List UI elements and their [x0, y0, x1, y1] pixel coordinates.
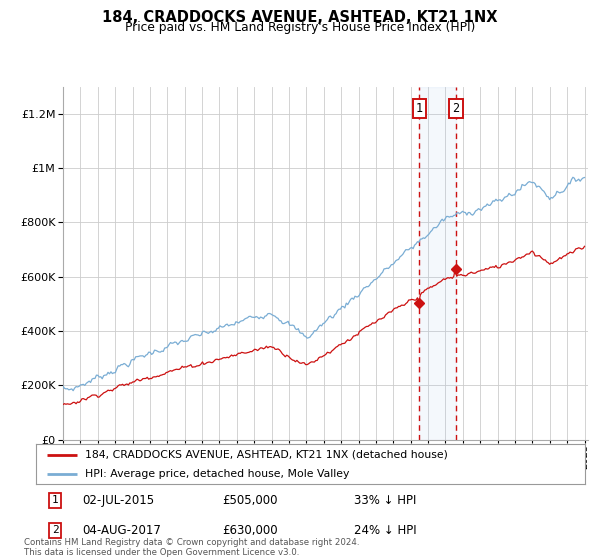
Text: 02-JUL-2015: 02-JUL-2015 — [83, 493, 155, 507]
Text: Contains HM Land Registry data © Crown copyright and database right 2024.
This d: Contains HM Land Registry data © Crown c… — [24, 538, 359, 557]
Text: 2: 2 — [452, 102, 460, 115]
Text: 184, CRADDOCKS AVENUE, ASHTEAD, KT21 1NX (detached house): 184, CRADDOCKS AVENUE, ASHTEAD, KT21 1NX… — [85, 450, 448, 460]
Text: 184, CRADDOCKS AVENUE, ASHTEAD, KT21 1NX: 184, CRADDOCKS AVENUE, ASHTEAD, KT21 1NX — [102, 10, 498, 25]
Text: Price paid vs. HM Land Registry's House Price Index (HPI): Price paid vs. HM Land Registry's House … — [125, 21, 475, 34]
Text: 04-AUG-2017: 04-AUG-2017 — [83, 524, 161, 537]
Text: 1: 1 — [52, 495, 59, 505]
Text: £630,000: £630,000 — [223, 524, 278, 537]
Text: 33% ↓ HPI: 33% ↓ HPI — [355, 493, 417, 507]
Text: £505,000: £505,000 — [223, 493, 278, 507]
Bar — [419, 87, 456, 440]
Text: 1: 1 — [416, 102, 423, 115]
Text: HPI: Average price, detached house, Mole Valley: HPI: Average price, detached house, Mole… — [85, 469, 350, 479]
Text: 2: 2 — [52, 525, 59, 535]
Text: 24% ↓ HPI: 24% ↓ HPI — [355, 524, 417, 537]
